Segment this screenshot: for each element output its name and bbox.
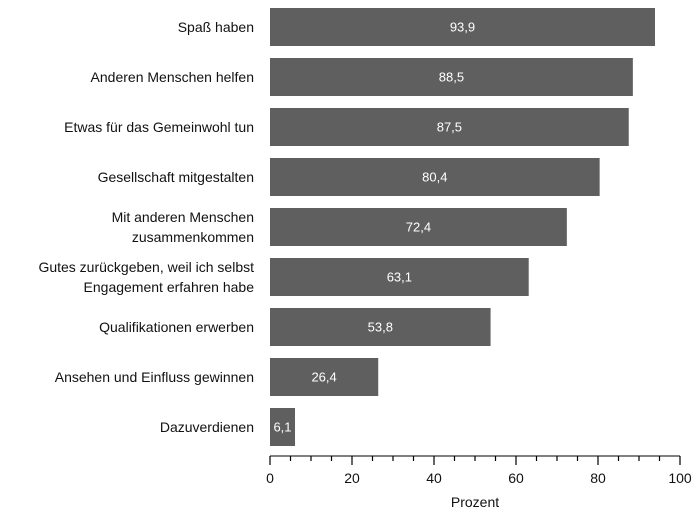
- x-tick-label: 20: [344, 470, 360, 486]
- category-label: Anderen Menschen helfen: [91, 69, 254, 85]
- x-tick-label: 0: [266, 470, 274, 486]
- bar-value-label: 53,8: [368, 320, 393, 335]
- bar: [270, 258, 529, 296]
- bar: [270, 358, 379, 396]
- bar-value-label: 80,4: [422, 170, 447, 185]
- x-tick-label: 60: [508, 470, 524, 486]
- bar: [270, 58, 633, 96]
- bar: [270, 308, 491, 346]
- bar-value-label: 93,9: [450, 20, 475, 35]
- category-label: Ansehen und Einfluss gewinnen: [55, 369, 254, 385]
- bar-value-label: 63,1: [387, 270, 412, 285]
- x-tick-label: 80: [590, 470, 606, 486]
- x-tick-label: 40: [426, 470, 442, 486]
- category-label: Gutes zurückgeben, weil ich selbst: [38, 259, 254, 275]
- bar: [270, 8, 655, 46]
- x-tick-label: 100: [668, 470, 692, 486]
- category-label: Gesellschaft mitgestalten: [98, 169, 254, 185]
- bar: [270, 208, 567, 246]
- category-label: Spaß haben: [178, 19, 254, 35]
- bar: [270, 108, 629, 146]
- category-label: Etwas für das Gemeinwohl tun: [64, 119, 254, 135]
- category-label: Engagement erfahren habe: [84, 279, 255, 295]
- bar: [270, 158, 600, 196]
- category-label: Dazuverdienen: [160, 419, 254, 435]
- bar: [270, 408, 296, 446]
- bar-value-label: 87,5: [437, 120, 462, 135]
- bar-value-label: 88,5: [439, 70, 464, 85]
- category-label: zusammenkommen: [132, 229, 254, 245]
- bar-value-label: 26,4: [311, 370, 336, 385]
- x-axis-title: Prozent: [451, 494, 499, 510]
- category-label: Qualifikationen erwerben: [99, 319, 254, 335]
- bar-value-label: 72,4: [406, 220, 431, 235]
- bar-value-label: 6,1: [273, 420, 291, 435]
- category-label: Mit anderen Menschen: [112, 209, 254, 225]
